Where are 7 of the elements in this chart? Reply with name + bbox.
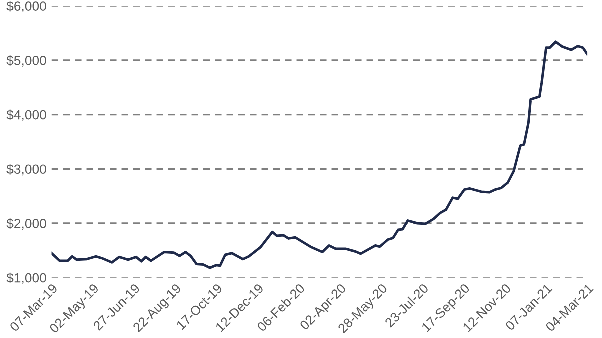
y-tick-label: $4,000 [6, 110, 46, 122]
y-tick-label: $1,000 [6, 272, 46, 284]
y-tick-label: $3,000 [6, 164, 46, 176]
y-tick-label: $2,000 [6, 218, 46, 230]
line-series [52, 40, 588, 270]
y-tick-label: $5,000 [6, 55, 46, 67]
y-tick-label: $6,000 [6, 1, 46, 13]
